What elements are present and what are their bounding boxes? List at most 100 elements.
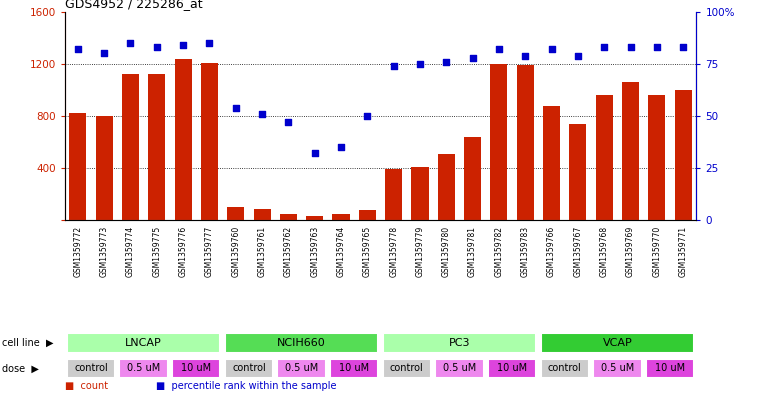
Point [282, 119, 295, 125]
Bar [596, 95, 613, 220]
Bar [96, 116, 113, 220]
Bar [412, 167, 428, 220]
Text: GSM1359776: GSM1359776 [179, 226, 188, 277]
Text: dose  ▶: dose ▶ [2, 364, 38, 373]
Bar [438, 154, 455, 220]
Bar [490, 64, 508, 220]
Text: GSM1359780: GSM1359780 [442, 226, 451, 277]
Point [546, 46, 558, 52]
Text: VCAP: VCAP [603, 338, 632, 348]
Text: GSM1359768: GSM1359768 [600, 226, 609, 277]
Bar [280, 213, 297, 220]
Text: ■  count: ■ count [65, 381, 108, 391]
Point [72, 46, 84, 52]
Text: GSM1359770: GSM1359770 [652, 226, 661, 277]
Bar [228, 207, 244, 220]
Point [387, 63, 400, 69]
Text: GSM1359769: GSM1359769 [626, 226, 635, 277]
Text: GSM1359772: GSM1359772 [73, 226, 82, 277]
Point [677, 44, 689, 50]
Text: PC3: PC3 [449, 338, 470, 348]
Text: 10 uM: 10 uM [655, 364, 685, 373]
Text: GSM1359782: GSM1359782 [495, 226, 504, 277]
Text: GSM1359781: GSM1359781 [468, 226, 477, 277]
Point [151, 44, 163, 50]
Text: GSM1359762: GSM1359762 [284, 226, 293, 277]
Bar [330, 359, 378, 378]
Bar [593, 359, 642, 378]
Text: GSM1359766: GSM1359766 [547, 226, 556, 277]
Bar [148, 74, 165, 220]
Bar [174, 59, 192, 220]
Text: NCIH660: NCIH660 [277, 338, 326, 348]
Point [309, 150, 321, 156]
Bar [383, 333, 537, 353]
Point [256, 111, 268, 117]
Text: GSM1359765: GSM1359765 [363, 226, 372, 277]
Point [440, 59, 452, 65]
Bar [358, 210, 376, 220]
Text: GSM1359774: GSM1359774 [126, 226, 135, 277]
Point [651, 44, 663, 50]
Bar [385, 169, 403, 220]
Point [335, 144, 347, 150]
Bar [517, 65, 533, 220]
Point [625, 44, 637, 50]
Bar [540, 359, 589, 378]
Bar [383, 359, 431, 378]
Text: GSM1359775: GSM1359775 [152, 226, 161, 277]
Point [598, 44, 610, 50]
Text: 0.5 uM: 0.5 uM [443, 364, 476, 373]
Text: 10 uM: 10 uM [181, 364, 212, 373]
Bar [674, 90, 692, 220]
Bar [201, 62, 218, 220]
Bar [172, 359, 221, 378]
Bar [69, 113, 87, 220]
Point [414, 61, 426, 67]
Text: GSM1359764: GSM1359764 [336, 226, 345, 277]
Text: 10 uM: 10 uM [497, 364, 527, 373]
Bar [224, 359, 273, 378]
Text: control: control [232, 364, 266, 373]
Text: 0.5 uM: 0.5 uM [600, 364, 634, 373]
Text: ■  percentile rank within the sample: ■ percentile rank within the sample [156, 381, 336, 391]
Text: 0.5 uM: 0.5 uM [285, 364, 318, 373]
Bar [333, 213, 349, 220]
Text: control: control [74, 364, 108, 373]
Bar [67, 359, 115, 378]
Bar [540, 333, 694, 353]
Text: GSM1359779: GSM1359779 [416, 226, 425, 277]
Text: GSM1359778: GSM1359778 [389, 226, 398, 277]
Bar [543, 105, 560, 220]
Point [203, 40, 215, 46]
Bar [122, 74, 139, 220]
Point [98, 50, 110, 57]
Text: 0.5 uM: 0.5 uM [127, 364, 161, 373]
Text: GSM1359783: GSM1359783 [521, 226, 530, 277]
Text: GDS4952 / 225286_at: GDS4952 / 225286_at [65, 0, 202, 10]
Bar [435, 359, 484, 378]
Bar [224, 333, 378, 353]
Text: 10 uM: 10 uM [339, 364, 369, 373]
Bar [253, 209, 271, 220]
Bar [622, 82, 639, 220]
Text: GSM1359771: GSM1359771 [679, 226, 688, 277]
Point [361, 113, 374, 119]
Point [519, 52, 531, 59]
Text: GSM1359767: GSM1359767 [573, 226, 582, 277]
Text: LNCAP: LNCAP [126, 338, 162, 348]
Bar [277, 359, 326, 378]
Text: GSM1359777: GSM1359777 [205, 226, 214, 277]
Text: cell line  ▶: cell line ▶ [2, 338, 53, 348]
Point [466, 55, 479, 61]
Text: control: control [390, 364, 424, 373]
Bar [488, 359, 537, 378]
Bar [648, 95, 665, 220]
Text: control: control [548, 364, 581, 373]
Text: GSM1359763: GSM1359763 [310, 226, 319, 277]
Bar [67, 333, 221, 353]
Point [177, 42, 189, 48]
Text: GSM1359760: GSM1359760 [231, 226, 240, 277]
Point [230, 105, 242, 111]
Point [572, 52, 584, 59]
